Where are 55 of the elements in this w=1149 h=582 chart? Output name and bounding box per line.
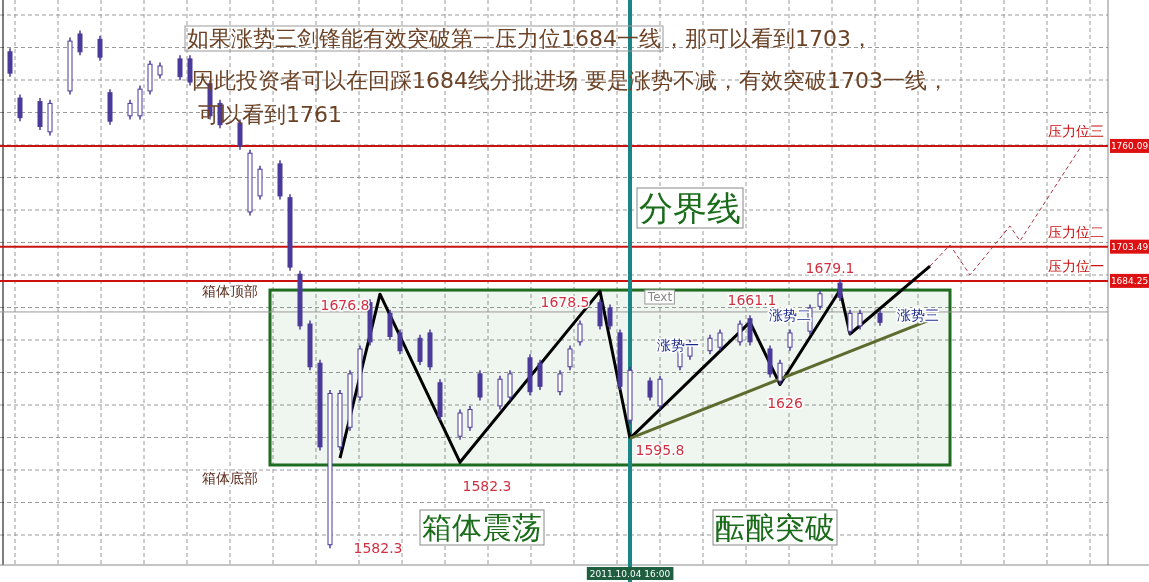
annotation: 涨势二 [769,307,811,323]
annotation: 涨势一 [657,337,699,353]
annotation: 1582.3 [353,540,403,556]
candlestick [7,47,13,78]
annotation: 1661.1 [727,292,777,308]
candlestick [127,99,133,121]
candlestick [737,319,743,347]
annotation: 分界线 [639,188,741,228]
candlestick [97,35,103,62]
candlestick [387,309,393,341]
annotation: 箱体顶部 [202,283,258,299]
x-tick-label: 2011.10.04 16:00 [589,569,671,579]
annotation: 涨势三 [897,307,939,323]
candlestick [847,309,853,336]
candlestick [857,309,863,331]
annotation: 箱体底部 [202,470,258,486]
candlestick [747,314,753,347]
ref-line-label: 压力位一 [1048,257,1104,274]
candlestick [787,328,793,352]
candlestick [717,328,723,352]
candlestick [567,344,573,372]
y-tick-label: 1703.49 [1110,242,1149,253]
ref-line-label: 压力位三 [1048,122,1104,139]
annotation: 1678.5 [540,294,590,310]
annotation: 1595.8 [635,442,685,458]
annotation: 1582.3 [462,478,512,494]
ref-line-label: 压力位二 [1048,223,1104,240]
candlestick [177,54,183,82]
candlestick [77,29,83,57]
annotation: ，那可以看到1703， [663,26,873,51]
annotation: 1679.1 [805,260,855,276]
annotation: 酝酿突破 [715,510,835,545]
candlestick [607,303,613,331]
annotation: 箱体震荡 [422,510,542,545]
annotation: Text [646,290,673,304]
candlestick [577,319,583,347]
candlestick [557,369,563,396]
y-tick-label: 1684.25 [1110,276,1149,287]
candlestick [837,278,843,302]
y-tick-label: 1760.09 [1110,141,1149,152]
candlestick [477,369,483,402]
candlestick [467,405,473,432]
candlestick [397,328,403,356]
candlestick [17,93,23,122]
annotation: 1626 [767,395,803,411]
candlestick [647,376,653,402]
candlestick [817,289,823,311]
candlestick [597,298,603,331]
candlestick [537,358,543,391]
candlestick [187,54,193,87]
candlestick [507,369,513,402]
candlestick [707,333,713,356]
candlestick [457,408,463,441]
candlestick [417,333,423,366]
candlestick [777,358,783,386]
